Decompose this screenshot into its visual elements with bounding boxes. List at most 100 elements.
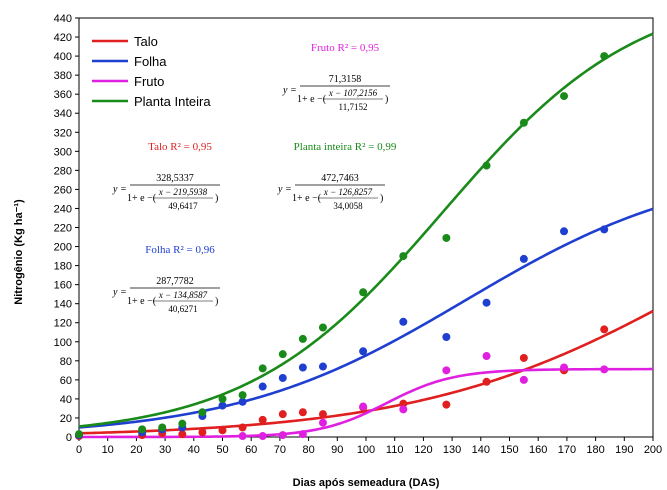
data-point-planta-inteira [560, 92, 569, 101]
y-tick-label: 240 [54, 203, 72, 215]
equation-y: y = [282, 85, 297, 96]
exponent-numerator: x − 107,2156 [328, 88, 378, 98]
data-point-fruto [298, 430, 307, 439]
data-point-talo [298, 408, 307, 417]
data-point-planta-inteira [178, 419, 187, 428]
fit-curves [78, 32, 654, 439]
x-tick-label: 190 [615, 444, 633, 456]
equation-block: Planta inteira R² = 0,99 y = 472,7463 1+ e … [277, 141, 397, 211]
data-point-planta-inteira [359, 288, 368, 297]
data-point-talo [238, 423, 247, 432]
equation-block: Folha R² = 0,96 y = 287,7782 1+ e −(x − 134… [112, 244, 220, 314]
equation-close-paren: ) [385, 94, 388, 105]
equation-y: y = [277, 184, 292, 195]
data-point-planta-inteira [218, 394, 227, 403]
data-point-fruto [278, 431, 287, 440]
data-point-talo [178, 430, 187, 439]
data-point-planta-inteira [198, 408, 207, 417]
data-point-folha [482, 298, 491, 307]
x-tick-label: 170 [558, 444, 576, 456]
data-point-planta-inteira [298, 334, 307, 343]
y-tick-label: 220 [54, 223, 72, 235]
x-tick-label: 0 [76, 444, 82, 456]
y-tick-label: 200 [54, 242, 72, 254]
data-point-planta-inteira [158, 423, 167, 432]
y-tick-label: 100 [54, 337, 72, 349]
data-point-talo [442, 400, 451, 409]
data-point-talo [198, 428, 207, 437]
x-tick-label: 80 [302, 444, 314, 456]
plot-frame [78, 17, 654, 438]
data-point-planta-inteira [258, 364, 267, 373]
y-tick-label: 420 [54, 32, 72, 44]
data-point-fruto [560, 363, 569, 372]
data-point-fruto [258, 432, 267, 441]
equation-numerator: 287,7782 [156, 276, 194, 287]
legend-label: Folha [134, 54, 167, 69]
y-tick-label: 300 [54, 146, 72, 158]
data-point-planta-inteira [278, 350, 287, 359]
x-tick-label: 10 [102, 444, 114, 456]
fit-curve-fruto [79, 367, 653, 439]
equation-denominator-prefix: 1+ e −( [127, 193, 157, 204]
y-tick-label: 180 [54, 261, 72, 273]
data-point-folha [359, 347, 368, 356]
equation-denominator-prefix: 1+ e −( [297, 94, 327, 105]
data-point-folha [238, 397, 247, 406]
exponent-numerator: x − 126,8257 [323, 187, 373, 197]
data-point-planta-inteira [519, 118, 528, 127]
equation-title: Fruto R² = 0,95 [311, 42, 380, 54]
y-tick-label: 360 [54, 89, 72, 101]
x-tick-label: 180 [586, 444, 604, 456]
data-point-fruto [600, 365, 609, 374]
y-tick-label: 20 [60, 413, 72, 425]
equation-title: Talo R² = 0,95 [148, 141, 212, 153]
exponent-denominator: 49,6417 [168, 201, 198, 211]
equation-title: Folha R² = 0,96 [145, 244, 215, 256]
x-tick-label: 60 [245, 444, 257, 456]
equation-numerator: 472,7463 [321, 173, 359, 184]
data-point-planta-inteira [138, 425, 147, 434]
exponent-denominator: 40,6271 [168, 304, 197, 314]
x-tick-label: 140 [472, 444, 490, 456]
x-tick-label: 160 [529, 444, 547, 456]
x-tick-label: 150 [500, 444, 518, 456]
exponent-numerator: x − 134,8587 [158, 290, 208, 300]
y-axis-title: Nitrogênio (Kg ha⁻¹) [13, 199, 25, 305]
y-tick-label: 280 [54, 165, 72, 177]
data-point-folha [318, 362, 327, 371]
x-tick-label: 70 [274, 444, 286, 456]
equation-block: Talo R² = 0,95 y = 328,5337 1+ e −(x − 219,… [112, 141, 220, 211]
data-point-folha [442, 333, 451, 342]
data-point-folha [600, 225, 609, 234]
data-point-folha [298, 363, 307, 372]
data-point-talo [600, 325, 609, 334]
x-tick-label: 100 [357, 444, 375, 456]
x-tick-label: 110 [386, 444, 404, 456]
data-point-fruto [442, 366, 451, 375]
data-point-folha [218, 401, 227, 410]
y-tick-label: 340 [54, 108, 72, 120]
data-points [75, 52, 609, 441]
data-point-planta-inteira [238, 391, 247, 400]
data-point-planta-inteira [442, 233, 451, 242]
axes: 0 10 20 30 40 50 60 70 80 90 100 110 120 130 140 150 160… [54, 13, 663, 456]
y-tick-label: 320 [54, 127, 72, 139]
y-tick-label: 140 [54, 299, 72, 311]
data-point-fruto [238, 432, 247, 441]
data-point-planta-inteira [600, 52, 609, 61]
equation-numerator: 328,5337 [156, 173, 194, 184]
equation-title: Planta inteira R² = 0,99 [294, 141, 397, 153]
data-point-talo [482, 377, 491, 386]
data-point-folha [278, 373, 287, 382]
x-axis-title: Dias após semeadura (DAS) [293, 477, 440, 489]
y-tick-label: 160 [54, 280, 72, 292]
exponent-numerator: x − 219,5938 [158, 187, 208, 197]
equation-close-paren: ) [380, 193, 383, 204]
y-tick-label: 60 [60, 375, 72, 387]
y-tick-label: 440 [54, 13, 72, 25]
equation-y: y = [112, 287, 127, 298]
data-point-planta-inteira [75, 430, 83, 439]
